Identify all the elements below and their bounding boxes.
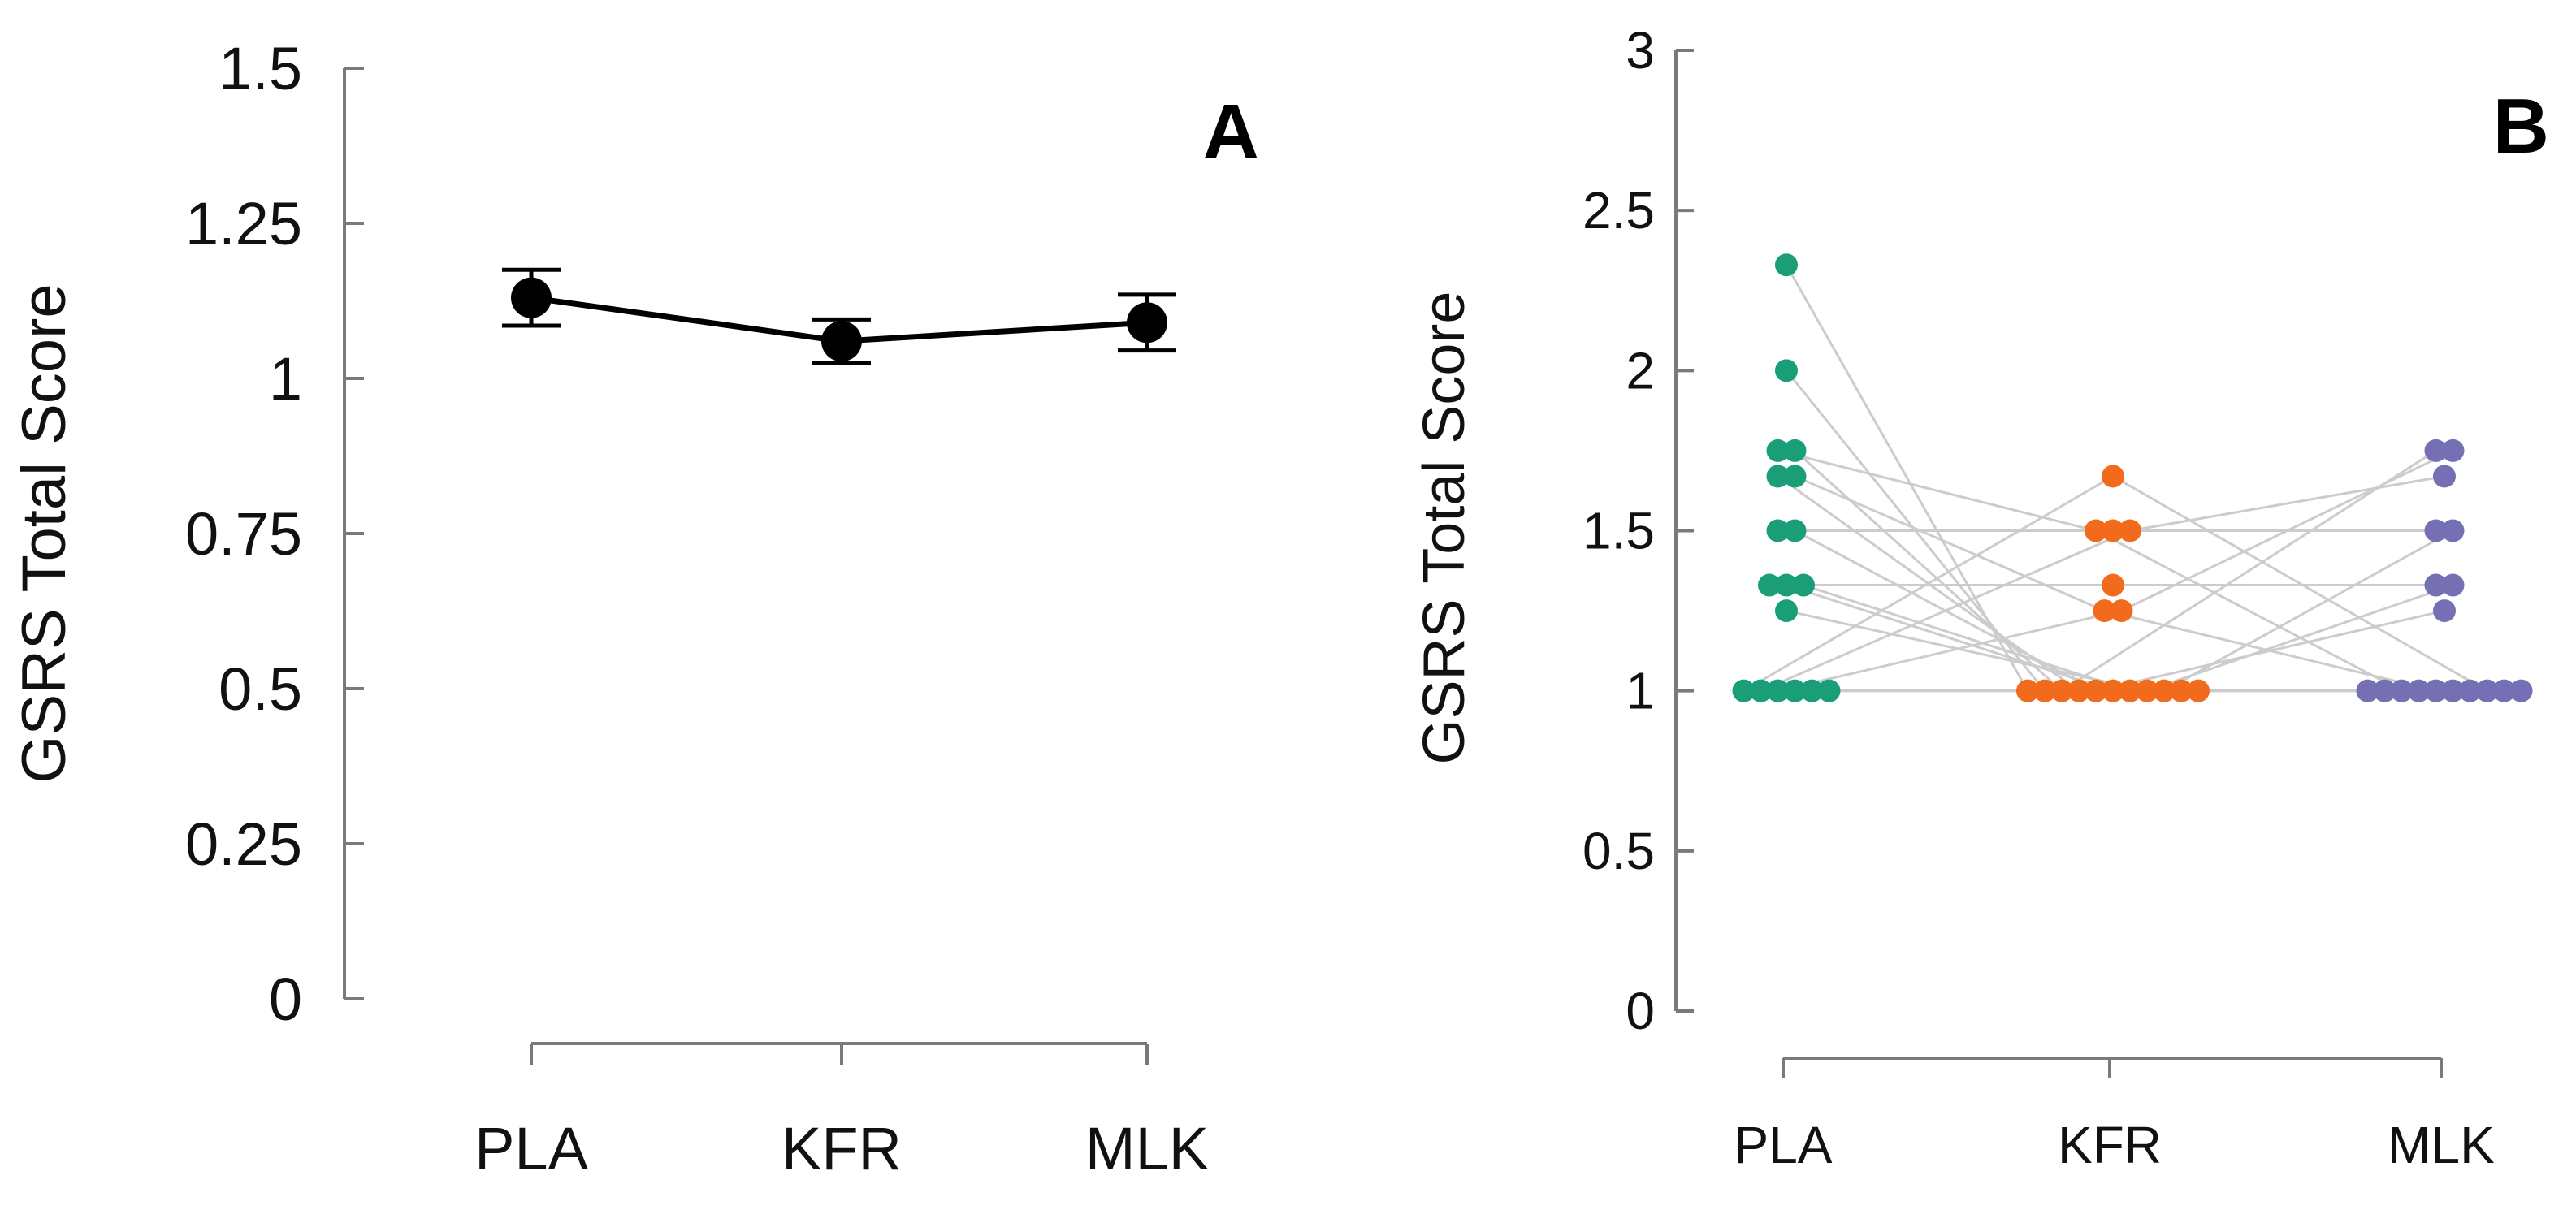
data-point-kfr-b — [2119, 679, 2141, 702]
data-point-kfr-b — [2085, 519, 2107, 542]
y-axis-title-a: GSRS Total Score — [10, 283, 79, 783]
panel-letter-a: A — [1203, 89, 1259, 175]
data-point-pla-b — [1775, 253, 1798, 277]
data-point-mlk-b — [2492, 679, 2516, 702]
data-point-mlk-b — [2441, 439, 2465, 462]
data-point-kfr-b — [2110, 599, 2133, 623]
data-point-kfr-b — [2170, 679, 2193, 702]
y-tick-label-a: 1.5 — [219, 35, 302, 102]
data-point-pla-b — [1766, 465, 1790, 488]
data-point-pla-b — [1766, 519, 1790, 542]
data-point-kfr-b — [2102, 573, 2124, 597]
y-tick-label-a: 1.25 — [185, 190, 302, 257]
data-point-pla-b — [1783, 679, 1807, 702]
y-tick-label-b: 0 — [1626, 982, 1655, 1040]
data-point-kfr-b — [2093, 599, 2116, 623]
data-point-pla-b — [1817, 679, 1841, 702]
data-point-pla-b — [1783, 519, 1807, 542]
x-tick-label-a: MLK — [1085, 1115, 1209, 1182]
data-point-mlk-b — [2424, 573, 2448, 597]
y-axis-title-b: GSRS Total Score — [1412, 292, 1477, 765]
data-point-mlk-b — [2441, 519, 2465, 542]
y-tick-label-a: 0.25 — [185, 810, 302, 878]
x-tick-label-a: PLA — [474, 1115, 589, 1182]
data-point-a — [821, 321, 862, 362]
data-point-mlk-b — [2424, 519, 2448, 542]
data-point-kfr-b — [2102, 519, 2124, 542]
y-tick-label-b: 1.5 — [1582, 502, 1655, 560]
data-point-kfr-b — [2102, 679, 2124, 702]
panel-a: 0 0.25 0.5 0.75 1 1.25 1.5 PLA KFR MLK GSRS Total … — [10, 35, 1259, 1182]
data-point-pla-b — [1766, 679, 1790, 702]
data-point-mlk-b — [2458, 679, 2482, 702]
data-point-pla-b — [1775, 573, 1798, 597]
data-point-pla-b — [1775, 599, 1798, 623]
data-point-pla-b — [1783, 465, 1807, 488]
panel-b: 0 0.5 1 1.5 2 2.5 3 PLA KFR MLK GSRS Total Score B — [1412, 21, 2549, 1174]
y-tick-label-a: 0.75 — [185, 500, 302, 568]
y-tick-label-a: 0.5 — [219, 655, 302, 723]
data-point-kfr-b — [2187, 679, 2210, 702]
data-point-mlk-b — [2424, 439, 2448, 462]
data-point-kfr-b — [2102, 465, 2124, 488]
data-point-mlk-b — [2441, 679, 2465, 702]
y-tick-label-b: 3 — [1626, 21, 1655, 80]
data-point-kfr-b — [2050, 679, 2073, 702]
y-tick-label-a: 1 — [269, 345, 302, 413]
subject-connector-b — [1777, 475, 2419, 693]
data-point-a — [511, 277, 552, 318]
data-point-mlk-b — [2373, 679, 2396, 702]
data-point-kfr-b — [2033, 679, 2056, 702]
data-point-pla-b — [1758, 573, 1781, 597]
data-point-pla-b — [1800, 679, 1824, 702]
y-tick-label-b: 1 — [1626, 662, 1655, 720]
data-point-mlk-b — [2390, 679, 2414, 702]
data-point-mlk-b — [2433, 465, 2456, 488]
data-point-pla-b — [1783, 439, 1807, 462]
data-point-pla-b — [1766, 439, 1790, 462]
data-point-kfr-b — [2153, 679, 2176, 702]
y-tick-label-b: 2.5 — [1582, 181, 1655, 240]
data-point-kfr-b — [2085, 679, 2107, 702]
data-point-kfr-b — [2136, 679, 2158, 702]
data-point-pla-b — [1792, 573, 1815, 597]
x-tick-label-b: MLK — [2388, 1116, 2495, 1174]
data-point-mlk-b — [2407, 679, 2431, 702]
data-point-mlk-b — [2475, 679, 2499, 702]
data-point-mlk-b — [2433, 599, 2456, 623]
y-tick-label-b: 0.5 — [1582, 822, 1655, 880]
data-point-a — [1127, 302, 1167, 344]
y-tick-label-a: 0 — [269, 966, 302, 1033]
data-point-mlk-b — [2441, 573, 2465, 597]
data-point-kfr-b — [2067, 679, 2090, 702]
data-point-mlk-b — [2424, 679, 2448, 702]
data-point-kfr-b — [2016, 679, 2039, 702]
data-point-mlk-b — [2356, 679, 2379, 702]
y-tick-label-b: 2 — [1626, 341, 1655, 400]
data-point-mlk-b — [2509, 679, 2533, 702]
data-point-kfr-b — [2119, 519, 2141, 542]
x-tick-label-b: KFR — [2058, 1116, 2162, 1174]
panel-letter-b: B — [2493, 83, 2549, 170]
data-point-pla-b — [1732, 679, 1756, 702]
x-tick-label-a: KFR — [781, 1115, 902, 1182]
x-tick-label-b: PLA — [1734, 1116, 1833, 1174]
data-point-pla-b — [1749, 679, 1773, 702]
data-point-pla-b — [1775, 359, 1798, 382]
